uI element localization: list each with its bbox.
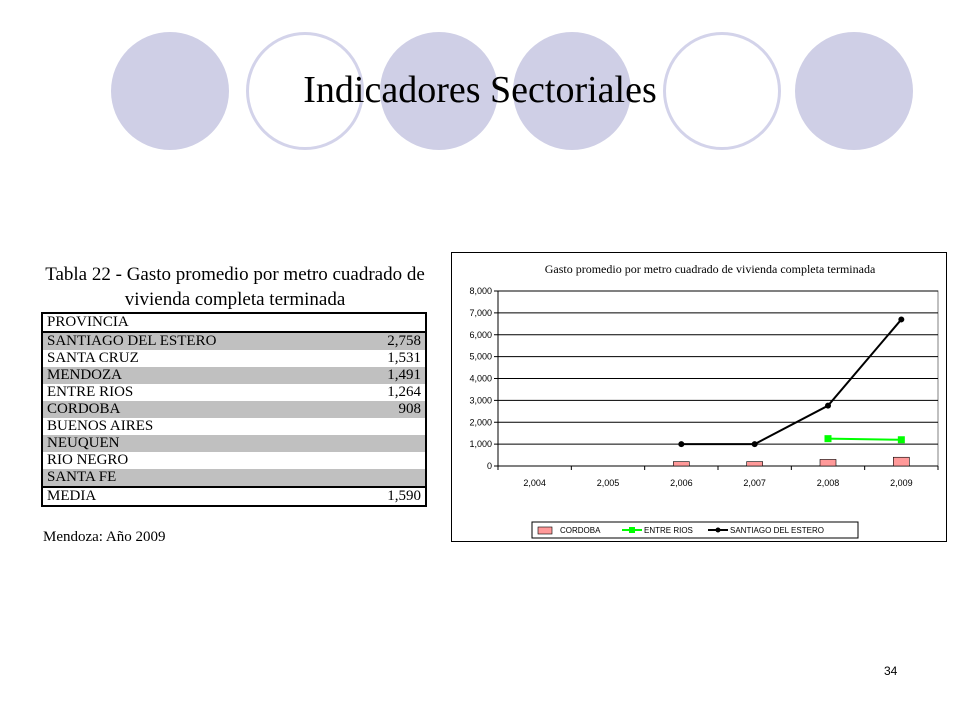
value-cell (351, 435, 426, 452)
bar-cordoba (819, 459, 837, 467)
table-title-line-2: vivienda completa terminada (124, 289, 346, 310)
province-cell: CORDOBA (42, 401, 352, 418)
y-tick-label: 2,000 (469, 417, 492, 427)
point-santiago-del-estero (751, 441, 758, 448)
province-cell: NEUQUEN (42, 435, 352, 452)
value-cell: 1,264 (387, 384, 421, 400)
legend-swatch-cordoba (537, 526, 553, 535)
y-tick-label: 5,000 (469, 352, 492, 362)
table-row: SANTA FE (42, 469, 426, 487)
legend-label-entre-rios: ENTRE RIOS (644, 526, 693, 535)
value-cell (351, 469, 426, 487)
y-tick-label: 3,000 (469, 395, 492, 405)
legend-marker-entre-rios (629, 527, 635, 533)
chart-frame: Gasto promedio por metro cuadrado de viv… (451, 252, 947, 542)
point-entre-rios (824, 435, 832, 443)
province-cell: MENDOZA (42, 367, 352, 384)
value-cell: 908 (351, 401, 426, 418)
value-cell: 1,491 (351, 367, 426, 384)
table-row: RIO NEGRO (42, 452, 426, 469)
decorative-ring-2 (246, 32, 364, 150)
value-cell (352, 452, 426, 469)
province-cell: ENTRE RIOS (47, 384, 134, 400)
x-tick-label: 2,009 (890, 478, 913, 488)
table-row: ENTRE RIOS 1,264 (42, 384, 426, 401)
page-number: 34 (884, 664, 898, 678)
y-tick-label: 8,000 (469, 286, 492, 296)
decorative-ring-5 (663, 32, 781, 150)
table-row: SANTA CRUZ 1,531 (42, 350, 426, 367)
y-tick-label: 4,000 (469, 374, 492, 384)
bar-cordoba (673, 461, 690, 467)
y-tick-label: 7,000 (469, 308, 492, 318)
y-tick-label: 1,000 (469, 439, 492, 449)
bar-cordoba (746, 461, 763, 467)
point-entre-rios (897, 436, 905, 444)
table-row: BUENOS AIRES (42, 418, 426, 435)
table-row: MENDOZA 1,491 (42, 367, 426, 384)
mean-label-cell: MEDIA (42, 486, 352, 506)
province-table: PROVINCIA SANTIAGO DEL ESTERO 2,758 SANT… (41, 312, 427, 507)
legend-label-cordoba: CORDOBA (560, 526, 601, 535)
x-tick-label: 2,004 (523, 478, 546, 488)
chart-title: Gasto promedio por metro cuadrado de viv… (545, 262, 876, 276)
table-source-note: Mendoza: Año 2009 (43, 529, 166, 545)
point-santiago-del-estero (678, 441, 685, 448)
table-row: SANTIAGO DEL ESTERO 2,758 (42, 332, 426, 350)
table-header-row: PROVINCIA (42, 313, 426, 333)
table-row: NEUQUEN (42, 435, 426, 452)
mean-value-cell: 1,590 (351, 486, 426, 506)
value-cell: 1,531 (387, 350, 421, 366)
table-title-line-1: Tabla 22 - Gasto promedio por metro cuad… (45, 264, 425, 285)
slide-title: Indicadores Sectoriales (303, 69, 657, 111)
x-tick-label: 2,006 (670, 478, 693, 488)
legend-marker-santiago-del-estero (715, 527, 721, 533)
x-tick-label: 2,007 (743, 478, 766, 488)
chart-svg: Gasto promedio por metro cuadrado de viv… (469, 262, 939, 539)
table-row: CORDOBA 908 (42, 401, 426, 418)
line-santiago-del-estero (681, 318, 903, 446)
point-santiago-del-estero (898, 316, 905, 323)
province-cell: SANTA CRUZ (47, 350, 139, 366)
province-cell: SANTIAGO DEL ESTERO (42, 332, 352, 350)
table-header-cell: PROVINCIA (42, 313, 426, 333)
legend-box (531, 521, 859, 539)
line-entre-rios (827, 437, 902, 441)
x-tick-label: 2,008 (817, 478, 840, 488)
y-tick-label: 6,000 (469, 330, 492, 340)
bar-cordoba (893, 456, 910, 467)
decorative-circle-1 (111, 32, 229, 150)
province-cell: RIO NEGRO (47, 452, 129, 468)
decorative-circle-4 (513, 32, 631, 150)
point-santiago-del-estero (825, 402, 831, 409)
table-mean-row: MEDIA 1,590 (42, 486, 426, 506)
decorative-circle-3 (380, 32, 498, 150)
value-cell: 2,758 (351, 332, 426, 350)
province-cell: BUENOS AIRES (47, 418, 154, 434)
legend-label-santiago-del-estero: SANTIAGO DEL ESTERO (730, 526, 824, 535)
y-tick-label: 0 (487, 461, 492, 471)
x-tick-label: 2,005 (597, 478, 620, 488)
decorative-circle-6 (795, 32, 913, 150)
value-cell (352, 418, 426, 435)
table-title: Tabla 22 - Gasto promedio por metro cuad… (40, 262, 430, 312)
province-cell: SANTA FE (42, 469, 352, 487)
